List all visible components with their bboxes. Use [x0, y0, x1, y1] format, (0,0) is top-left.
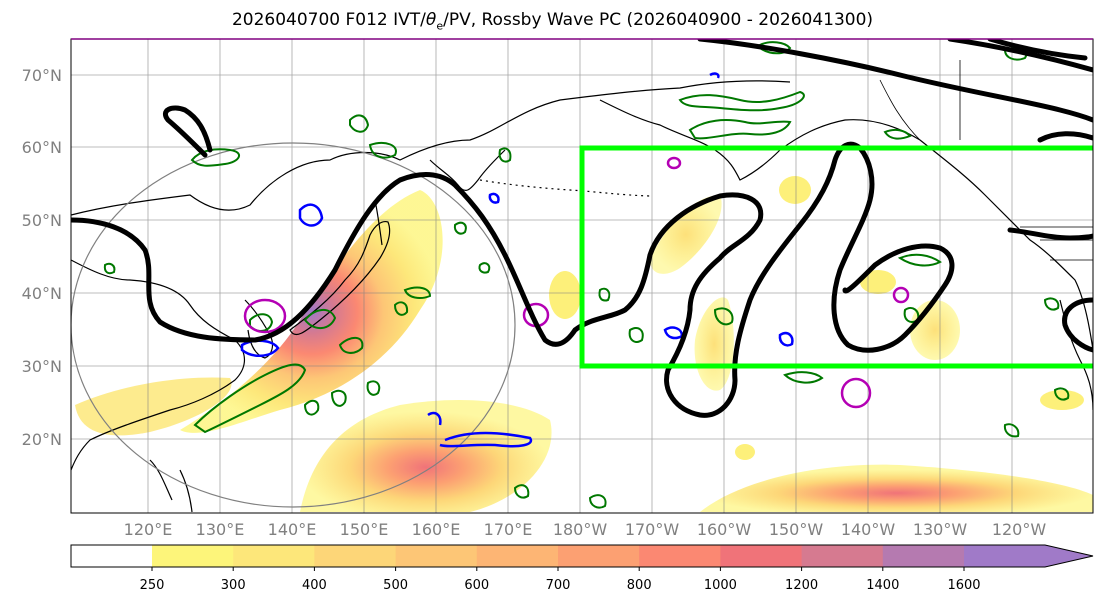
lon-label-150w: 150°W [769, 520, 824, 539]
lat-label-20: 20°N [22, 430, 62, 449]
coast-aleutian-islands [479, 179, 651, 197]
colorbar-label: 600 [464, 578, 489, 593]
blue-contours [240, 72, 794, 448]
coast-kamchatka [429, 149, 506, 192]
border-alaska [879, 60, 961, 141]
ivt-dateline [549, 271, 581, 319]
map-title: 2026040700 F012 IVT/θe/PV, Rossby Wave P… [0, 10, 1105, 32]
colorbar-label: 1200 [785, 578, 818, 593]
coast-alaska [599, 99, 1093, 351]
lat-label-30: 30°N [22, 357, 62, 376]
pv-us-west-land [1007, 227, 1093, 241]
colorbar-segment [882, 545, 965, 567]
colorbar-label: 800 [627, 578, 652, 593]
lon-label-150e: 150°E [340, 520, 389, 539]
title-suffix: /PV, Rossby Wave PC (2026040900 - 202604… [443, 10, 874, 30]
colorbar-segment [152, 545, 234, 567]
colorbar-segments [152, 545, 1046, 567]
coast-china [71, 259, 245, 471]
coast-philippines [149, 459, 193, 513]
region-box [579, 145, 1093, 369]
colorbar-outline [70, 544, 1094, 568]
lon-label-120e: 120°E [124, 520, 173, 539]
lon-label-170w: 170°W [625, 520, 680, 539]
ivt-shading [75, 176, 1093, 512]
lat-label-50: 50°N [22, 211, 62, 230]
lat-label-40: 40°N [22, 284, 62, 303]
lon-label-120w: 120°W [992, 520, 1047, 539]
lon-label-140w: 140°W [841, 520, 896, 539]
colorbar: 250 300 400 500 600 700 800 1000 1200 1400 1600 [70, 544, 1094, 593]
colorbar-label: 250 [140, 578, 165, 593]
pv-ne-arc [987, 39, 1088, 61]
pv-main-wave [71, 141, 955, 418]
ivt-plume-west [180, 190, 443, 433]
colorbar-segment [395, 545, 478, 567]
coastlines [71, 60, 1093, 513]
colorbar-white-segment [71, 545, 152, 567]
colorbar-labels: 250 300 400 500 600 700 800 1000 1200 1400 1600 [140, 567, 981, 593]
ivt-band-west-low [75, 377, 232, 436]
colorbar-label: 300 [221, 578, 246, 593]
lon-label-140e: 140°E [268, 520, 317, 539]
ivt-mid-pacific-4 [910, 300, 960, 360]
lat-label-70: 70°N [22, 66, 62, 85]
colorbar-label: 1400 [866, 578, 899, 593]
projection-circle [71, 142, 516, 508]
colorbar-segment [233, 545, 315, 567]
lon-label-180w: 180°W [553, 520, 608, 539]
ivt-south-blob [300, 400, 552, 512]
colorbar-label: 1600 [947, 578, 980, 593]
lon-label-130e: 130°E [196, 520, 245, 539]
ivt-mid-pacific-3 [779, 176, 811, 204]
lon-label-160w: 160°W [697, 520, 752, 539]
pv-contours [71, 39, 1093, 418]
ivt-mid-pacific-5 [860, 270, 896, 294]
lon-labels: 120°E 130°E 140°E 150°E 160°E 170°E 180°… [124, 520, 1047, 539]
title-prefix: 2026040700 F012 IVT/ [231, 10, 426, 30]
pv-nw-hook [162, 105, 213, 158]
pv-north-east-2 [947, 39, 1093, 73]
colorbar-label: 400 [302, 578, 327, 593]
title-theta: θ [425, 10, 437, 30]
lon-label-130w: 130°W [913, 520, 968, 539]
colorbar-label: 1000 [704, 578, 737, 593]
colorbar-segment [801, 545, 884, 567]
pv-us-west-ring [1062, 297, 1093, 353]
colorbar-extend-arrow [1045, 545, 1093, 567]
colorbar-segment [639, 545, 721, 567]
lon-label-170e: 170°E [484, 520, 533, 539]
colorbar-label: 700 [546, 578, 571, 593]
lon-label-160e: 160°E [412, 520, 461, 539]
ivt-south-east [700, 464, 1093, 512]
colorbar-segment [476, 545, 559, 567]
colorbar-segment [720, 545, 803, 567]
ivt-small-1 [735, 444, 755, 460]
pv-north-east [697, 39, 1093, 123]
ivt-mid-pacific-1 [650, 195, 722, 274]
title-theta-sub: e [436, 19, 444, 33]
colorbar-segment [314, 545, 397, 567]
lat-labels: 70°N 60°N 50°N 40°N 30°N 20°N [22, 66, 62, 449]
lat-label-60: 60°N [22, 138, 62, 157]
pv-canada [1037, 131, 1093, 143]
coast-japan [289, 220, 391, 335]
colorbar-segment [558, 545, 640, 567]
colorbar-segment [964, 545, 1046, 567]
colorbar-label: 500 [383, 578, 408, 593]
coast-asia [71, 80, 791, 216]
